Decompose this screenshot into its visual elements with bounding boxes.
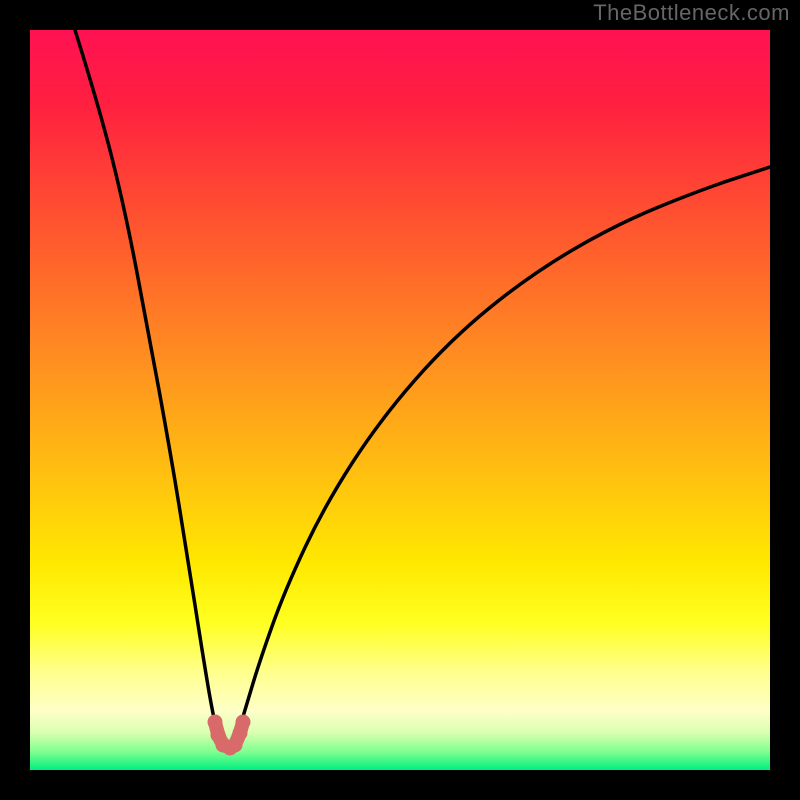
watermark-text: TheBottleneck.com: [593, 0, 790, 26]
curve-bottom-dot: [236, 715, 251, 730]
curve-bottom-dot: [208, 715, 223, 730]
bottleneck-chart: [0, 0, 800, 800]
